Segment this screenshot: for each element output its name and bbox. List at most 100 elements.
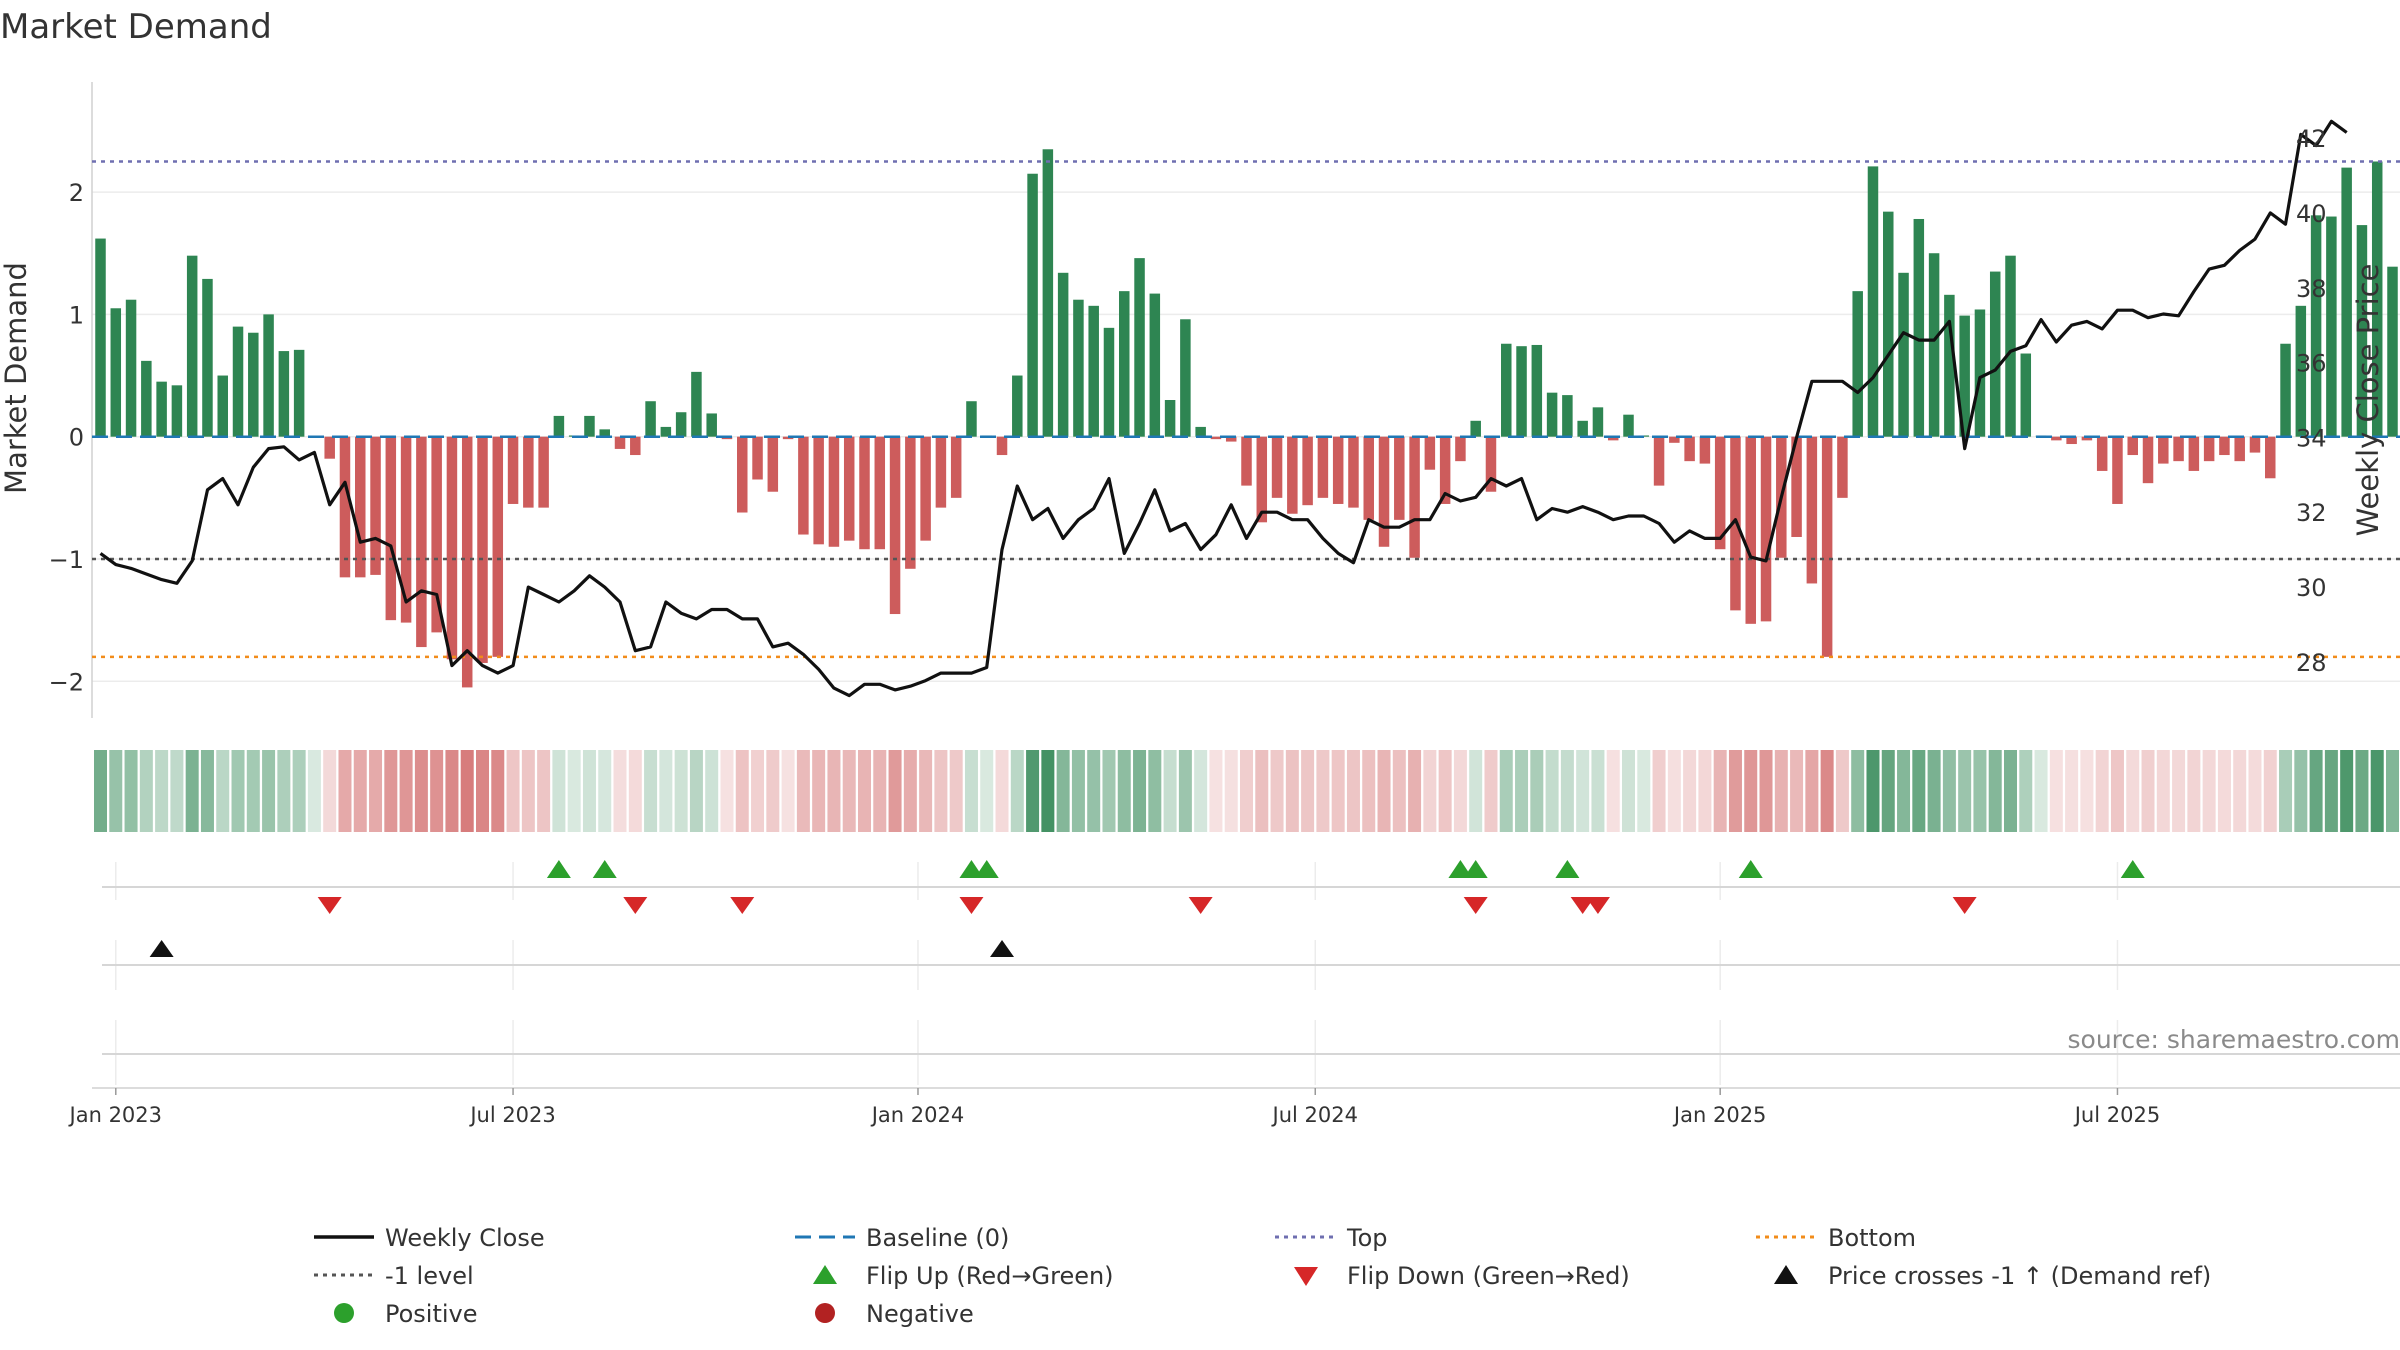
flip-down-marker <box>1952 897 1977 914</box>
flip-up-marker <box>974 860 999 878</box>
flip-up-marker <box>1448 860 1473 878</box>
demand-bar <box>2005 255 2016 437</box>
demand-bar <box>1546 392 1558 437</box>
heat-cell <box>1530 750 1544 832</box>
legend-item-negative: Negative <box>815 1300 974 1328</box>
heat-cell <box>842 750 856 832</box>
demand-bar <box>1073 299 1084 437</box>
heat-cell <box>2279 750 2293 832</box>
heat-cell <box>2004 750 2017 832</box>
empty-panel <box>102 1020 2400 1085</box>
heat-cell <box>1759 750 1773 832</box>
heat-cell <box>705 750 719 832</box>
heat-cell <box>2324 750 2338 832</box>
demand-bar <box>1669 436 1680 443</box>
demand-bar <box>1455 436 1466 462</box>
heat-cell <box>2080 750 2094 832</box>
heat-cell <box>399 750 413 832</box>
heat-cell <box>170 750 184 832</box>
heat-cell <box>1438 750 1452 832</box>
demand-bar <box>1088 305 1099 437</box>
heat-cell <box>1744 750 1758 832</box>
heat-cell <box>919 750 933 832</box>
heat-cell <box>903 750 917 832</box>
demand-bar <box>2219 436 2230 456</box>
demand-bar <box>141 360 152 437</box>
demand-bar <box>614 436 626 449</box>
heat-cell <box>812 750 826 832</box>
legend-item-baseline: Baseline (0) <box>795 1224 1009 1252</box>
heat-cell <box>1102 750 1116 832</box>
demand-bar <box>1012 375 1023 437</box>
heat-cell <box>369 750 383 832</box>
demand-bar <box>2020 353 2032 437</box>
flip-up-marker <box>592 860 617 878</box>
heat-cell <box>1606 750 1620 832</box>
demand-bar <box>1394 436 1405 520</box>
demand-bar <box>2203 436 2215 462</box>
demand-bar <box>966 401 977 437</box>
reference-lines <box>92 160 2400 659</box>
legend-swatch-positive-dot <box>334 1303 354 1323</box>
demand-bar <box>2066 436 2077 445</box>
demand-bar <box>2249 436 2261 453</box>
heat-cell <box>1408 750 1422 832</box>
heat-cell <box>628 750 642 832</box>
x-tick-label-0: Jan 2023 <box>68 1103 163 1127</box>
heat-cell <box>2187 750 2201 832</box>
right-tick-label-4: 36 <box>2296 350 2327 378</box>
heat-cell <box>980 750 994 832</box>
heat-cell <box>307 750 321 832</box>
demand-bar <box>2295 305 2307 437</box>
demand-bar <box>1057 272 1069 437</box>
demand-bar <box>171 385 183 437</box>
demand-bar <box>767 436 779 492</box>
heat-cell <box>476 750 489 832</box>
demand-bar <box>2234 436 2245 462</box>
heat-cell <box>2355 750 2369 832</box>
weekly-close-series <box>99 119 2348 698</box>
demand-bar <box>416 436 427 648</box>
heat-cell <box>185 750 199 832</box>
demand-bar <box>1225 436 1237 442</box>
heat-cell <box>582 750 596 832</box>
demand-bar <box>675 412 687 437</box>
heat-cell <box>2156 750 2170 832</box>
demand-bar <box>2173 436 2184 462</box>
demand-bar <box>2265 436 2276 479</box>
demand-bar <box>1592 407 1604 437</box>
heat-cell <box>2386 750 2399 832</box>
demand-bar <box>1332 436 1344 504</box>
heat-cell <box>1285 750 1299 832</box>
heat-cell <box>1163 750 1177 832</box>
heat-cell <box>445 750 459 832</box>
heat-cell <box>873 750 887 832</box>
demand-bar <box>843 436 855 541</box>
flip-up-marker <box>959 860 984 878</box>
legend-label-top: Top <box>1346 1224 1388 1252</box>
legend-item-flip-down: Flip Down (Green→Red) <box>1294 1262 1630 1290</box>
demand-bar <box>599 429 610 437</box>
heat-cell <box>2217 750 2231 832</box>
demand-bar <box>1119 291 1130 437</box>
demand-bar <box>1271 436 1283 498</box>
demand-bar <box>523 436 534 508</box>
heat-cell <box>1071 750 1085 832</box>
demand-bar <box>874 436 886 550</box>
legend-item-top: Top <box>1275 1224 1388 1252</box>
demand-bar <box>492 436 504 657</box>
heat-cell <box>766 750 780 832</box>
demand-bar <box>1439 436 1451 504</box>
heat-cell <box>934 750 948 832</box>
demand-bar <box>2158 436 2169 464</box>
right-tick-label-5: 38 <box>2296 275 2327 303</box>
demand-bar <box>1562 395 1573 437</box>
heat-cell <box>1576 750 1590 832</box>
heat-cell <box>2233 750 2247 832</box>
heat-cell <box>384 750 398 832</box>
heat-cell <box>1255 750 1269 832</box>
demand-bar <box>1867 166 1879 437</box>
heat-cell <box>1194 750 1208 832</box>
heat-cell <box>1453 750 1467 832</box>
flip-down-marker <box>730 897 755 914</box>
